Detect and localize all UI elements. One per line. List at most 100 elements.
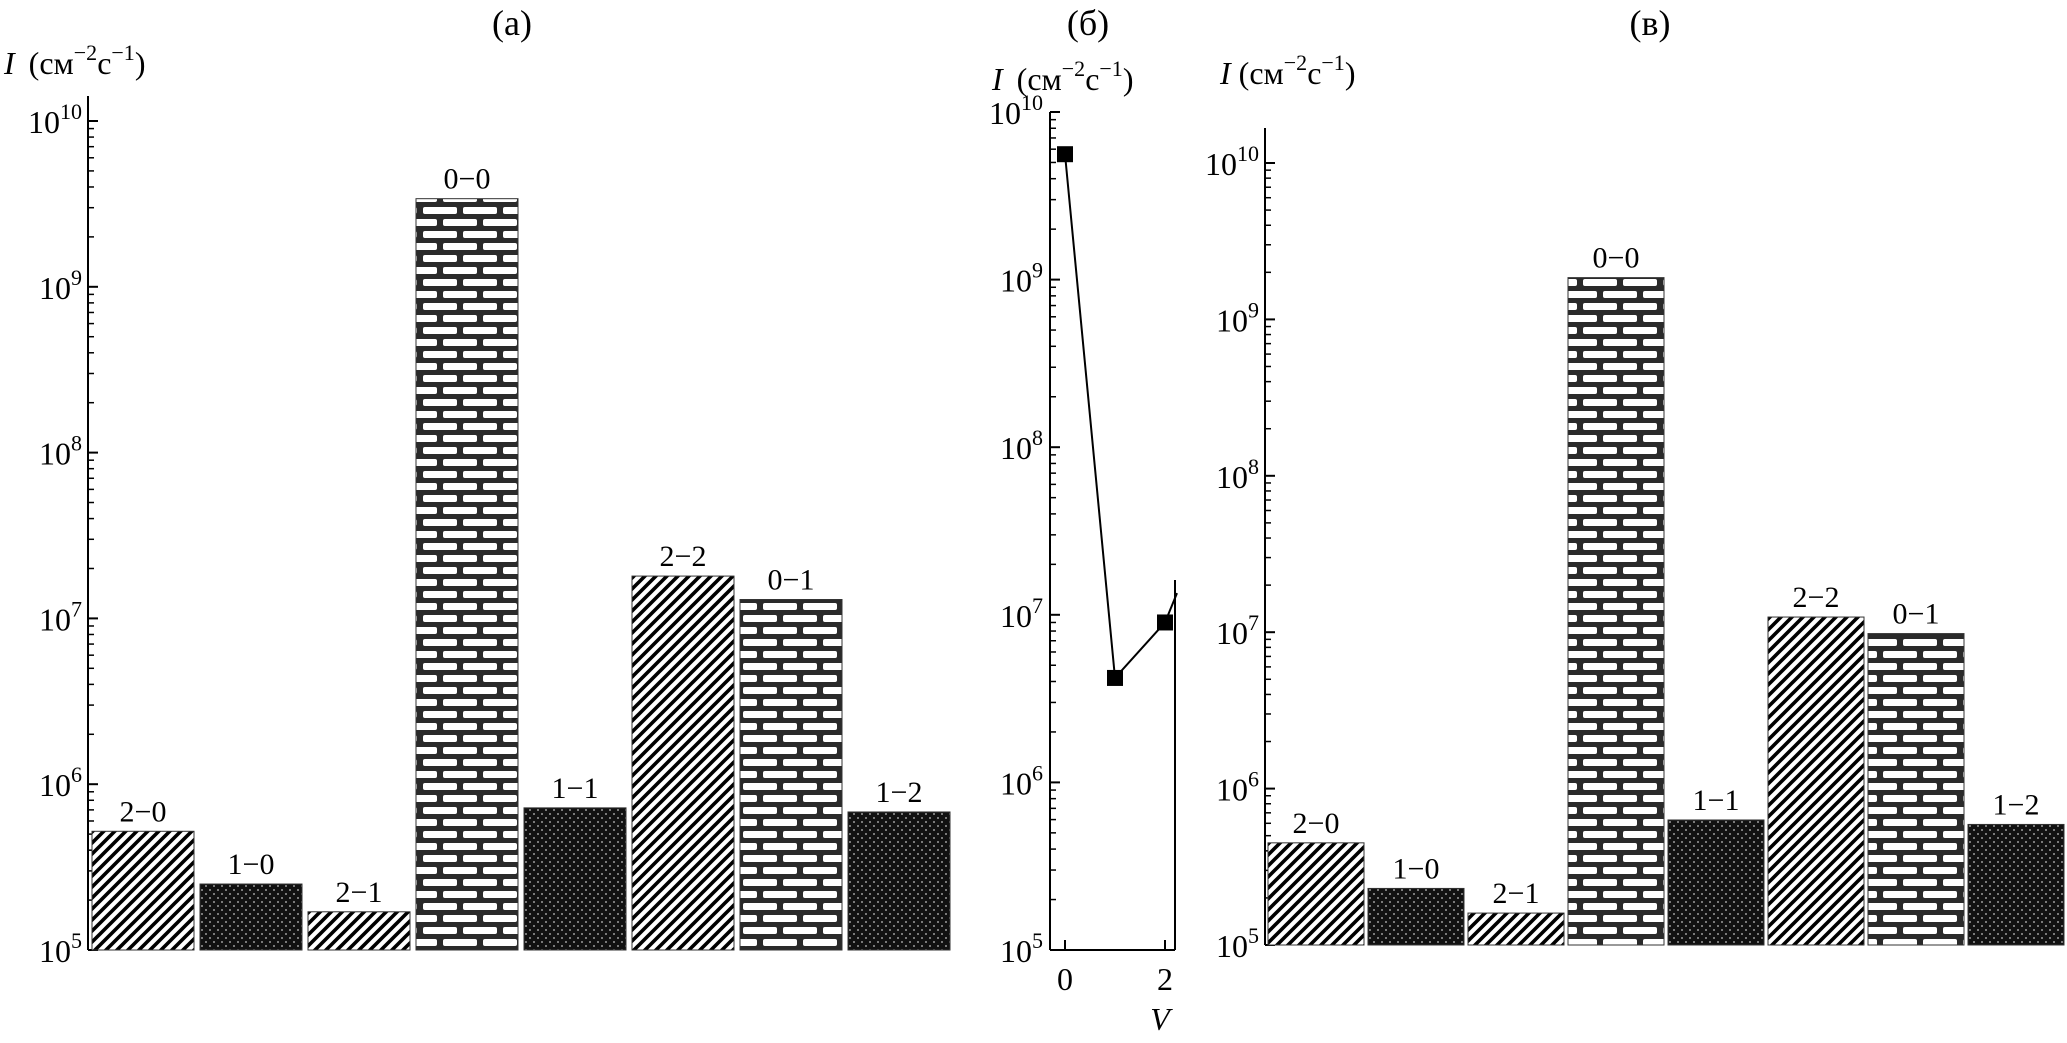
panel-c-tick-label: 1010 xyxy=(1205,141,1259,182)
panel-a-ylabel-unit: (см xyxy=(29,45,74,81)
panel-b-series xyxy=(1057,146,1178,686)
panel-a-tick-base: 10 xyxy=(39,933,71,969)
panel-a-tick-exp: 8 xyxy=(71,431,82,456)
panel-a-bar-label: 2−1 xyxy=(336,876,383,909)
panel-c-bar-label: 0−0 xyxy=(1593,242,1640,275)
panel-a-bar-1−1 xyxy=(523,807,627,951)
panel-c-ylabel-unit: (см xyxy=(1239,55,1284,91)
panel-b-tick-label: 107 xyxy=(1000,593,1043,634)
panel-c-tick-exp: 5 xyxy=(1248,923,1259,948)
panel-b-ylabel-symbol: I xyxy=(991,61,1004,97)
panel-b-xlabel: V xyxy=(1150,1001,1173,1037)
panel-b-ylabel-exp1: −2 xyxy=(1062,56,1085,81)
panel-c-tick-base: 10 xyxy=(1216,772,1248,808)
panel-a-bar-label: 0−1 xyxy=(768,564,815,597)
panel-b-tick-base: 10 xyxy=(1000,765,1032,801)
panel-c-tick-label: 105 xyxy=(1216,923,1259,964)
panel-a-bar-label: 1−2 xyxy=(876,776,923,809)
panel-b-tick-label: 108 xyxy=(1000,425,1043,466)
panel-c-tick-base: 10 xyxy=(1216,302,1248,338)
panel-a-tick-exp: 5 xyxy=(71,928,82,953)
panel-c-bar-label: 2−0 xyxy=(1293,807,1340,840)
panel-c-bar-0−0 xyxy=(1567,277,1665,946)
panel-a-bar-0−1 xyxy=(739,599,843,951)
panel-b-ylabel-unit: (см xyxy=(1017,61,1062,97)
panel-b-ylabel: I (см−2с−1) xyxy=(991,56,1133,97)
panel-a-tick-exp: 6 xyxy=(71,762,82,787)
panel-c-tick-exp: 6 xyxy=(1248,767,1259,792)
panel-a-tick-base: 10 xyxy=(39,767,71,803)
panel-c-tick-label: 108 xyxy=(1216,454,1259,495)
panel-a-tick-label: 109 xyxy=(39,265,82,306)
panel-b-tick-exp: 9 xyxy=(1032,258,1043,283)
panel-c-tick-exp: 10 xyxy=(1237,141,1259,166)
panel-a-bar-1−2 xyxy=(847,811,951,951)
panel-c-tick-label: 107 xyxy=(1216,610,1259,651)
panel-c-bar-label: 1−1 xyxy=(1693,784,1740,817)
panel-a-tick-label: 107 xyxy=(39,596,82,637)
panel-c-bar-label: 2−1 xyxy=(1493,877,1540,910)
panel-c-bar-labels: 2−0 1−0 2−1 0−0 1−1 2−2 0−1 1−2 xyxy=(1293,242,2040,910)
panel-b-tick-base: 10 xyxy=(1000,933,1032,969)
panel-a-ylabel: I (см−2с−1) xyxy=(3,40,145,81)
panel-b-point xyxy=(1157,614,1173,631)
panel-c-ylabel-symbol: I xyxy=(1219,55,1232,91)
panel-a-ylabel-mid: с xyxy=(97,45,111,81)
panel-c-bar-1−2 xyxy=(1967,823,2065,946)
panel-b-tick-base: 10 xyxy=(989,95,1021,131)
panel-a-tick-base: 10 xyxy=(39,601,71,637)
panel-c-tick-base: 10 xyxy=(1216,459,1248,495)
panel-a-bar-labels: 2−0 1−0 2−1 0−0 1−1 2−2 0−1 1−2 xyxy=(120,163,923,909)
panel-c-tick-exp: 9 xyxy=(1248,297,1259,322)
panel-c-tick-exp: 7 xyxy=(1248,610,1259,635)
panel-c-title: (в) xyxy=(1630,3,1671,43)
panel-c-ylabel-exp2: −1 xyxy=(1321,50,1344,75)
panel-c-ylabel-exp1: −2 xyxy=(1284,50,1307,75)
panel-b-title: (б) xyxy=(1067,3,1109,43)
panel-b-tick-exp: 6 xyxy=(1032,760,1043,785)
panel-a-ylabel-exp2: −1 xyxy=(111,40,134,65)
panel-a-bar-label: 1−1 xyxy=(552,772,599,805)
panel-a-bars xyxy=(91,198,951,951)
panel-c-tick-label: 106 xyxy=(1216,767,1259,808)
panel-b-x-tick-label: 0 xyxy=(1057,961,1073,997)
panel-a-tick-label: 108 xyxy=(39,431,82,472)
panel-a-bar-2−0 xyxy=(91,830,195,951)
panel-a-tick-exp: 7 xyxy=(71,596,82,621)
panel-c-tick-base: 10 xyxy=(1205,146,1237,182)
panel-c-bar-2−2 xyxy=(1767,616,1865,946)
panel-b-tick-label: 109 xyxy=(1000,258,1043,299)
panel-b-tick-exp: 7 xyxy=(1032,593,1043,618)
panel-c-bar-label: 1−2 xyxy=(1993,788,2040,821)
panel-a-tick-exp: 9 xyxy=(71,265,82,290)
panel-c-tick-base: 10 xyxy=(1216,615,1248,651)
panel-b-tick-base: 10 xyxy=(1000,430,1032,466)
panel-a-title: (а) xyxy=(492,3,532,43)
panel-c-bar-0−1 xyxy=(1867,633,1965,946)
panel-c-bar-2−1 xyxy=(1467,912,1565,946)
panel-a-ylabel-close: ) xyxy=(135,45,146,81)
panel-a-tick-label: 105 xyxy=(39,928,82,969)
panel-b-tick-base: 10 xyxy=(1000,598,1032,634)
panel-c-bar-label: 2−2 xyxy=(1793,581,1840,614)
panel-b-tick-exp: 8 xyxy=(1032,425,1043,450)
panel-b-ylabel-mid: с xyxy=(1085,61,1099,97)
panel-c-ylabel-close: ) xyxy=(1345,55,1356,91)
panel-a-tick-base: 10 xyxy=(39,436,71,472)
panel-c-ylabel: I (см−2с−1) xyxy=(1219,50,1355,91)
panel-c-ylabel-mid: с xyxy=(1307,55,1321,91)
panel-a-bar-0−0 xyxy=(415,198,519,951)
panel-b-line xyxy=(1064,154,1166,681)
panel-c-bar-1−0 xyxy=(1367,887,1465,946)
panel-c-tick-label: 109 xyxy=(1216,297,1259,338)
panel-a-bar-1−0 xyxy=(199,883,303,951)
panel-a-bar-label: 0−0 xyxy=(444,163,491,196)
panel-c-bars xyxy=(1267,277,2065,946)
